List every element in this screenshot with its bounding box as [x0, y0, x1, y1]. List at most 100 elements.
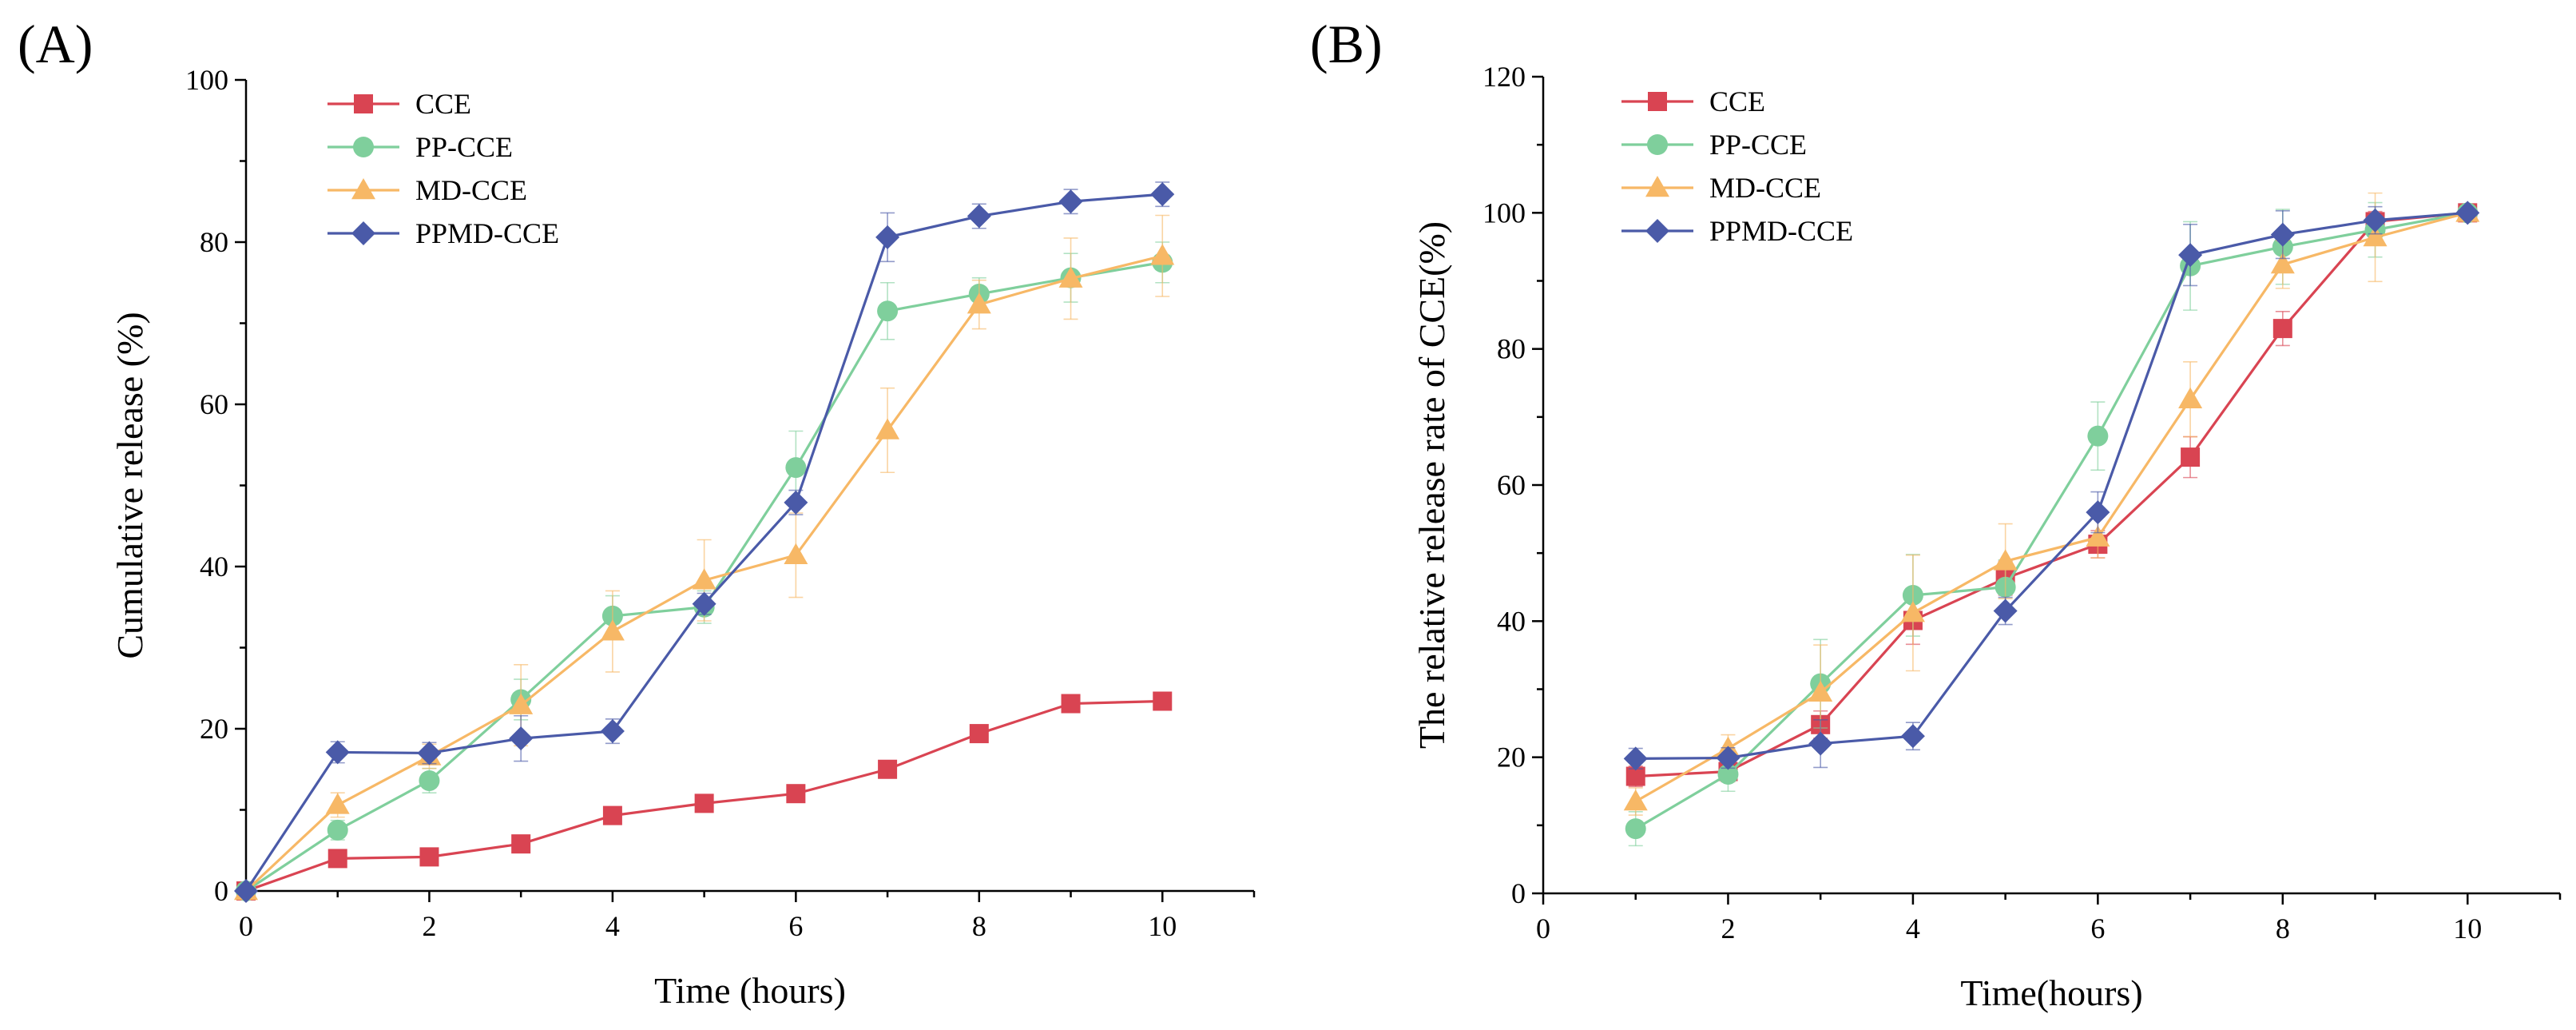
panel-b-y-tick-label: 100 — [1482, 197, 1526, 229]
panel-a-x-tick-label: 2 — [422, 910, 436, 942]
data-point — [2087, 425, 2109, 447]
panel-a-x-tick-label: 6 — [788, 910, 803, 942]
data-point — [966, 292, 991, 314]
panel-a-x-tick-label: 10 — [1148, 910, 1177, 942]
series-line — [1634, 211, 2468, 830]
legend-label: PP-CCE — [415, 131, 513, 163]
data-point — [784, 490, 808, 515]
panel-a-y-tick-label: 100 — [185, 64, 228, 96]
data-point — [1808, 680, 1833, 702]
panel-b-x-tick-label: 6 — [2090, 913, 2105, 944]
panel-b-y-axis-label: The relative release rate of CCE(%) — [1411, 221, 1452, 749]
panel-a-panel-label: (A) — [18, 14, 93, 74]
legend-label: CCE — [415, 88, 471, 120]
legend-label: PPMD-CCE — [1709, 215, 1853, 247]
panel-a-x-axis-label: Time (hours) — [654, 970, 846, 1011]
data-point — [325, 740, 350, 765]
data-point — [875, 225, 900, 249]
data-point — [419, 847, 439, 867]
panel-b-y-tick-label: 60 — [1497, 469, 1526, 501]
data-point — [969, 724, 989, 744]
data-point — [327, 849, 347, 869]
panel-b-legend: CCE PP-CCE MD-CCE PPMD-CCE — [1621, 86, 1853, 247]
data-point — [1716, 746, 1740, 770]
data-point — [1900, 601, 1925, 622]
data-point — [2086, 500, 2110, 525]
legend-marker — [351, 221, 375, 245]
data-point — [602, 805, 622, 825]
series-line — [1634, 211, 2468, 803]
data-point — [509, 726, 534, 751]
data-point — [878, 759, 898, 779]
data-point — [1623, 746, 1648, 771]
panel-a-series-md-cce — [234, 214, 1175, 901]
data-point — [1058, 189, 1083, 214]
data-point — [1993, 549, 2018, 571]
panel-b-x-tick-label: 0 — [1536, 913, 1550, 944]
legend-marker — [1647, 134, 1668, 155]
panel-b-x-axis-label: Time(hours) — [1960, 972, 2142, 1013]
data-point — [785, 457, 807, 479]
panel-b-x-tick-label: 2 — [1721, 913, 1735, 944]
legend-marker — [354, 94, 373, 113]
data-point — [509, 693, 534, 714]
panel-b-series-cce — [1625, 203, 2478, 788]
legend-label: PP-CCE — [1709, 129, 1807, 161]
data-point — [1153, 691, 1173, 711]
legend-marker — [1645, 219, 1669, 243]
data-point — [327, 819, 348, 841]
panel-b-y-tick-label: 80 — [1497, 333, 1526, 365]
data-point — [2270, 222, 2295, 247]
series-line — [1635, 211, 2468, 778]
panel-b-y-tick-label: 40 — [1497, 605, 1526, 637]
panel-a-x-tick-label: 4 — [605, 910, 620, 942]
data-point — [2178, 387, 2203, 408]
series-line — [1635, 211, 2468, 760]
data-point — [419, 770, 440, 791]
panel-a-y-tick-label: 80 — [200, 226, 228, 258]
panel-b-x-tick-label: 4 — [1906, 913, 1920, 944]
data-point — [1150, 182, 1175, 207]
data-point — [2363, 208, 2387, 233]
data-point — [694, 793, 714, 813]
data-point — [600, 619, 625, 641]
data-point — [966, 204, 991, 229]
data-point — [692, 591, 716, 616]
data-point — [2178, 243, 2203, 268]
panel-b-series-ppmd-cce — [1623, 201, 2480, 771]
data-point — [1993, 599, 2018, 623]
legend-marker — [353, 137, 374, 157]
data-point — [2270, 253, 2295, 274]
panel-a-series-ppmd-cce — [234, 181, 1175, 903]
panel-b-y-tick-label: 0 — [1511, 877, 1526, 909]
data-point — [1150, 244, 1175, 265]
panel-a-y-axis-label: Cumulative release (%) — [109, 312, 150, 658]
panel-a-series-cce — [236, 691, 1173, 901]
data-point — [2272, 319, 2292, 339]
data-point — [234, 879, 258, 903]
data-point — [786, 784, 806, 804]
panel-b-y-tick-label: 120 — [1482, 61, 1526, 93]
data-point — [325, 793, 350, 814]
data-point — [877, 300, 899, 322]
panel-b-x-tick-label: 10 — [2453, 913, 2482, 944]
panel-b-panel-label: (B) — [1310, 14, 1383, 74]
data-point — [1061, 694, 1081, 714]
panel-a-x-tick-label: 0 — [239, 910, 253, 942]
data-point — [2455, 201, 2480, 225]
data-point — [1625, 818, 1646, 840]
data-point — [1808, 731, 1833, 756]
panel-a-x-tick-label: 8 — [972, 910, 986, 942]
legend-marker — [1645, 176, 1669, 197]
legend-marker — [1648, 92, 1667, 111]
panel-a-y-tick-label: 40 — [200, 551, 228, 583]
data-point — [784, 543, 808, 565]
data-point — [2086, 525, 2110, 547]
panel-b-series-pp-cce — [1625, 201, 2479, 847]
legend-label: MD-CCE — [415, 174, 527, 206]
data-point — [417, 741, 442, 766]
panel-b-y-tick-label: 20 — [1497, 742, 1526, 773]
data-point — [875, 418, 900, 439]
